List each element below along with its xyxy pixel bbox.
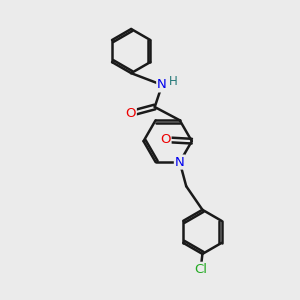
Text: N: N bbox=[175, 156, 184, 169]
Text: N: N bbox=[157, 78, 167, 92]
Text: Cl: Cl bbox=[194, 263, 207, 276]
Text: O: O bbox=[125, 107, 136, 120]
Text: O: O bbox=[160, 133, 171, 146]
Text: H: H bbox=[169, 75, 178, 88]
